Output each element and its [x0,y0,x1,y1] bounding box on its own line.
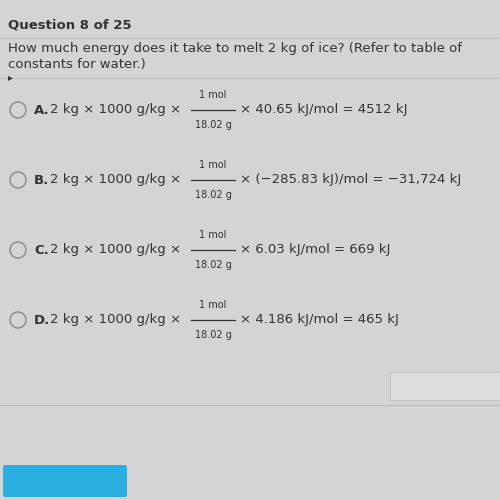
Text: 18.02 g: 18.02 g [194,260,232,270]
Text: 2 kg × 1000 g/kg ×: 2 kg × 1000 g/kg × [50,244,181,256]
Text: × 6.03 kJ/mol = 669 kJ: × 6.03 kJ/mol = 669 kJ [240,244,390,256]
Text: 1 mol: 1 mol [200,230,226,240]
Text: 18.02 g: 18.02 g [194,190,232,200]
Text: × (−285.83 kJ)/mol = −31,724 kJ: × (−285.83 kJ)/mol = −31,724 kJ [240,174,461,186]
Text: C.: C. [34,244,49,256]
Text: Question 8 of 25: Question 8 of 25 [8,18,132,31]
Text: 2 kg × 1000 g/kg ×: 2 kg × 1000 g/kg × [50,174,181,186]
Text: 18.02 g: 18.02 g [194,330,232,340]
Text: B.: B. [34,174,49,186]
Text: 1 mol: 1 mol [200,300,226,310]
Text: ← PREVIOUS: ← PREVIOUS [24,474,105,488]
Text: 1 mol: 1 mol [200,90,226,100]
Text: × 40.65 kJ/mol = 4512 kJ: × 40.65 kJ/mol = 4512 kJ [240,104,408,117]
Text: How much energy does it take to melt 2 kg of ice? (Refer to table of: How much energy does it take to melt 2 k… [8,42,462,55]
Text: ▸: ▸ [8,72,13,82]
Text: A.: A. [34,104,50,117]
Text: 2 kg × 1000 g/kg ×: 2 kg × 1000 g/kg × [50,314,181,326]
Text: 1 mol: 1 mol [200,160,226,170]
Text: constants for water.): constants for water.) [8,58,146,71]
Text: × 4.186 kJ/mol = 465 kJ: × 4.186 kJ/mol = 465 kJ [240,314,399,326]
Text: D.: D. [34,314,50,326]
Text: SUBM: SUBM [430,381,460,391]
Text: 18.02 g: 18.02 g [194,120,232,130]
Text: 2 kg × 1000 g/kg ×: 2 kg × 1000 g/kg × [50,104,181,117]
FancyBboxPatch shape [390,372,500,400]
FancyBboxPatch shape [3,465,127,497]
